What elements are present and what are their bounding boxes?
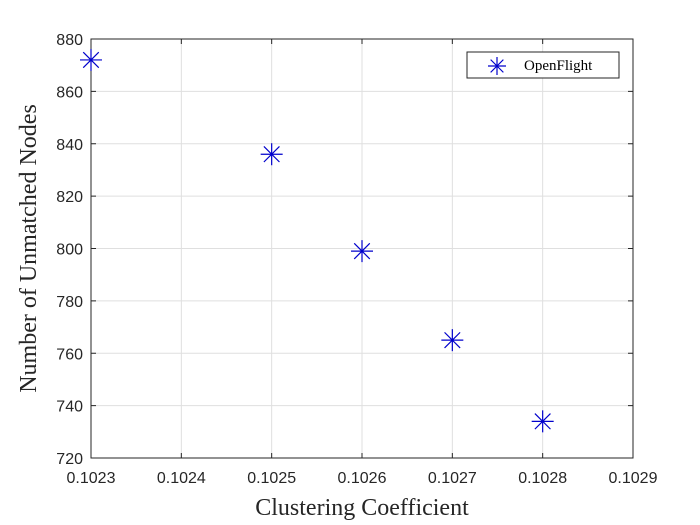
x-tick-label: 0.1023 bbox=[67, 470, 116, 487]
x-tick-label: 0.1029 bbox=[609, 470, 658, 487]
y-tick-label: 780 bbox=[56, 294, 83, 311]
x-tick-label: 0.1025 bbox=[247, 470, 296, 487]
axis-ticks: 0.1023 0.1024 0.1025 0.1026 0.1027 0.1028 0.10… bbox=[56, 32, 657, 487]
y-tick-label: 720 bbox=[56, 451, 83, 468]
data-point bbox=[531, 410, 554, 433]
x-axis-label: Clustering Coefficient bbox=[255, 495, 469, 521]
x-tick-label: 0.1027 bbox=[428, 470, 477, 487]
data-points bbox=[80, 48, 554, 433]
y-axis-label: Number of Unmatched Nodes bbox=[16, 104, 42, 393]
x-tick-label: 0.1028 bbox=[518, 470, 567, 487]
data-point bbox=[260, 143, 283, 166]
legend-marker-openflight bbox=[488, 57, 506, 75]
x-tick-label: 0.1024 bbox=[157, 470, 206, 487]
legend: OpenFlight bbox=[466, 51, 620, 79]
y-tick-label: 880 bbox=[56, 32, 83, 49]
y-tick-label: 760 bbox=[56, 346, 83, 363]
y-tick-label: 740 bbox=[56, 399, 83, 416]
y-tick-label: 840 bbox=[56, 137, 83, 154]
x-tick-label: 0.1026 bbox=[338, 470, 387, 487]
legend-box bbox=[466, 51, 620, 79]
legend-marker-symbol bbox=[488, 57, 506, 75]
data-point bbox=[351, 240, 373, 263]
data-point bbox=[80, 48, 102, 71]
y-tick-label: 820 bbox=[56, 189, 83, 206]
y-tick-label: 800 bbox=[56, 242, 83, 259]
legend-label-openflight: OpenFlight bbox=[524, 58, 593, 74]
grid-lines bbox=[90, 38, 634, 459]
data-point bbox=[441, 329, 464, 352]
y-tick-label: 860 bbox=[56, 84, 83, 101]
